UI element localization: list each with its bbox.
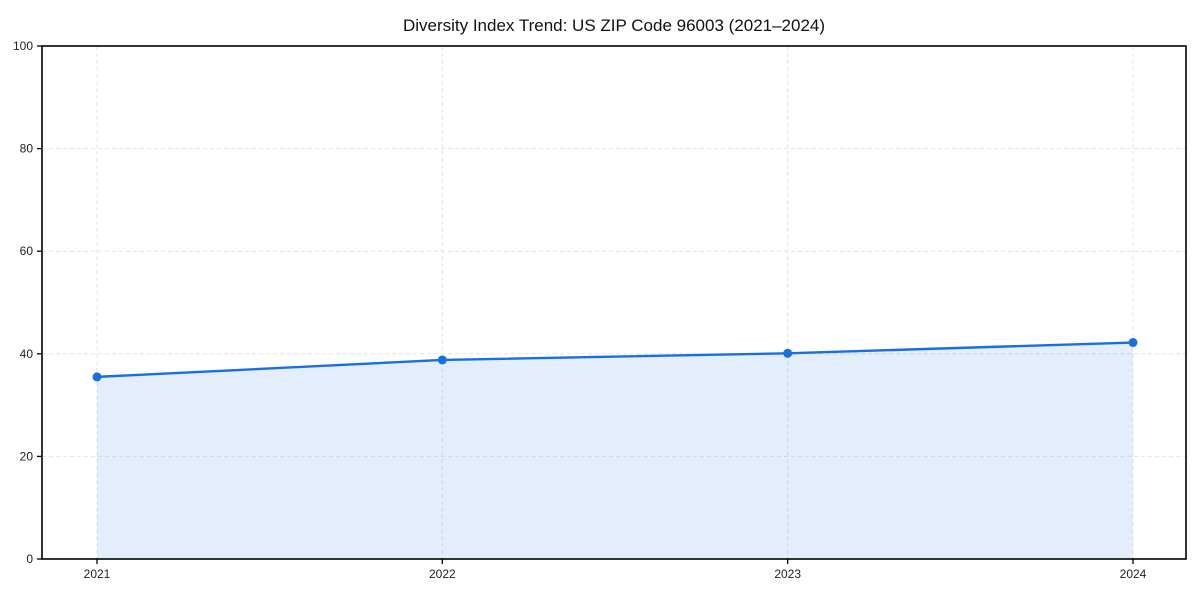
x-tick-label: 2024	[1120, 567, 1147, 581]
y-tick-label: 40	[20, 347, 34, 361]
x-tick-label: 2021	[84, 567, 111, 581]
data-line	[95, 341, 1135, 379]
y-tick-label: 0	[26, 552, 33, 566]
data-point-marker	[92, 372, 102, 382]
plot-area: 0 20 40 60 80 100 2021 2022 2023 2024	[13, 39, 1187, 581]
y-tick-label: 20	[20, 449, 34, 463]
x-tick-label: 2022	[429, 567, 456, 581]
y-tick-label: 100	[13, 39, 33, 53]
data-point-marker	[437, 355, 447, 365]
y-tick-label: 60	[20, 244, 34, 258]
y-tick-label: 80	[20, 142, 34, 156]
x-tick-label: 2023	[774, 567, 801, 581]
data-point-marker	[1128, 338, 1138, 348]
chart-title: Diversity Index Trend: US ZIP Code 96003…	[403, 16, 825, 35]
area-fill	[97, 342, 1133, 559]
data-point-marker	[783, 348, 793, 358]
plot-frame	[41, 45, 1187, 560]
